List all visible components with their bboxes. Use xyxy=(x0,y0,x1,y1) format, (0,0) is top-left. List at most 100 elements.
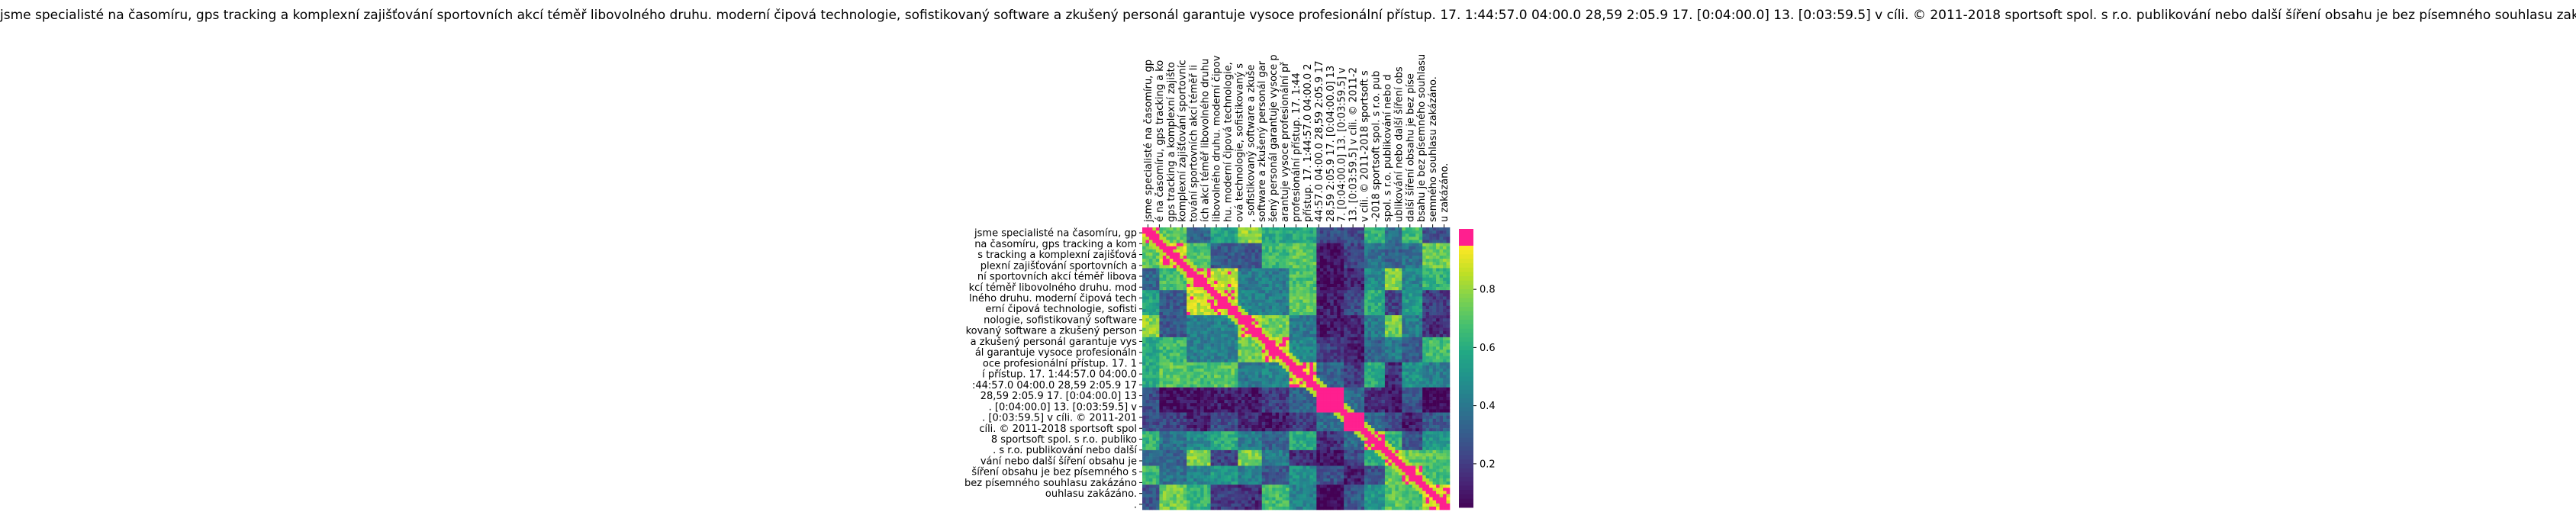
heatmap-cell xyxy=(1187,305,1190,310)
heatmap-cell xyxy=(1309,369,1314,372)
heatmap-cell xyxy=(1248,268,1252,272)
heatmap-cell xyxy=(1439,327,1444,331)
heatmap-cell xyxy=(1251,400,1256,404)
heatmap-cell xyxy=(1173,277,1177,282)
heatmap-cell xyxy=(1381,268,1386,272)
heatmap-cell xyxy=(1384,381,1389,385)
heatmap-cell xyxy=(1381,280,1386,285)
heatmap-cell xyxy=(1265,268,1269,272)
heatmap-cell xyxy=(1340,277,1344,282)
heatmap-cell xyxy=(1422,240,1426,243)
heatmap-cell xyxy=(1183,234,1187,237)
heatmap-cell xyxy=(1200,384,1204,388)
heatmap-cell xyxy=(1432,280,1437,285)
heatmap-cell xyxy=(1302,356,1307,359)
heatmap-cell xyxy=(1245,290,1249,294)
heatmap-cell xyxy=(1312,349,1317,353)
heatmap-cell xyxy=(1214,299,1218,303)
heatmap-cell xyxy=(1145,333,1150,338)
heatmap-cell xyxy=(1398,378,1402,382)
heatmap-cell xyxy=(1357,387,1361,391)
heatmap-cell xyxy=(1374,390,1379,395)
heatmap-cell xyxy=(1415,340,1419,344)
heatmap-cell xyxy=(1374,256,1379,259)
heatmap-cell xyxy=(1293,293,1296,297)
heatmap-cell xyxy=(1360,259,1365,262)
heatmap-cell xyxy=(1405,365,1409,369)
heatmap-cell xyxy=(1367,259,1372,262)
heatmap-cell xyxy=(1340,390,1344,395)
heatmap-cell xyxy=(1190,240,1194,243)
heatmap-cell xyxy=(1312,369,1317,372)
heatmap-cell xyxy=(1200,237,1204,240)
heatmap-cell xyxy=(1234,353,1238,356)
heatmap-cell xyxy=(1190,290,1194,294)
heatmap-cell xyxy=(1162,378,1167,382)
heatmap-cell xyxy=(1364,299,1368,303)
heatmap-cell xyxy=(1409,299,1413,303)
heatmap-cell xyxy=(1231,318,1235,322)
heatmap-cell xyxy=(1254,362,1259,366)
heatmap-cell xyxy=(1265,353,1269,356)
heatmap-cell xyxy=(1412,365,1416,369)
heatmap-cell xyxy=(1214,287,1218,291)
heatmap-cell xyxy=(1333,387,1338,391)
heatmap-cell xyxy=(1238,274,1242,279)
heatmap-cell xyxy=(1176,305,1180,310)
heatmap-cell xyxy=(1409,243,1413,246)
heatmap-cell xyxy=(1344,353,1348,356)
heatmap-cell xyxy=(1337,256,1341,259)
heatmap-cell xyxy=(1439,381,1444,385)
heatmap-cell xyxy=(1275,284,1280,288)
heatmap-cell xyxy=(1330,277,1335,282)
heatmap-cell xyxy=(1429,305,1433,310)
heatmap-cell xyxy=(1200,243,1204,246)
heatmap-cell xyxy=(1155,343,1160,347)
heatmap-cell xyxy=(1347,356,1351,359)
heatmap-cell xyxy=(1155,372,1160,375)
heatmap-cell xyxy=(1432,390,1437,395)
heatmap-cell xyxy=(1446,362,1451,366)
heatmap-cell xyxy=(1238,280,1242,285)
heatmap-cell xyxy=(1231,369,1235,372)
heatmap-cell xyxy=(1180,312,1184,316)
heatmap-cell xyxy=(1234,274,1238,279)
heatmap-cell xyxy=(1351,312,1354,316)
heatmap-cell xyxy=(1384,252,1389,256)
heatmap-cell xyxy=(1296,337,1300,341)
heatmap-cell xyxy=(1429,271,1433,275)
heatmap-cell xyxy=(1418,284,1423,288)
heatmap-cell xyxy=(1323,240,1328,243)
heatmap-cell xyxy=(1351,346,1354,350)
heatmap-cell xyxy=(1148,372,1153,375)
heatmap-cell xyxy=(1306,343,1310,347)
heatmap-cell xyxy=(1446,249,1451,253)
heatmap-cell xyxy=(1289,284,1293,288)
heatmap-cell xyxy=(1258,268,1263,272)
heatmap-cell xyxy=(1142,284,1146,288)
heatmap-cell xyxy=(1337,349,1341,353)
heatmap-cell xyxy=(1183,284,1187,288)
heatmap-cell xyxy=(1381,277,1386,282)
heatmap-cell xyxy=(1231,268,1235,272)
heatmap-cell xyxy=(1354,243,1358,246)
heatmap-cell xyxy=(1405,287,1409,291)
heatmap-cell xyxy=(1275,240,1280,243)
heatmap-cell xyxy=(1432,308,1437,313)
heatmap-cell xyxy=(1412,327,1416,331)
heatmap-cell xyxy=(1302,324,1307,328)
heatmap-cell xyxy=(1162,305,1167,310)
heatmap-cell xyxy=(1238,302,1242,307)
heatmap-cell xyxy=(1384,262,1389,266)
heatmap-area xyxy=(1142,227,1451,511)
heatmap-cell xyxy=(1159,393,1164,398)
heatmap-cell xyxy=(1306,299,1310,303)
heatmap-cell xyxy=(1142,259,1146,262)
heatmap-cell xyxy=(1245,353,1249,356)
heatmap-cell xyxy=(1190,346,1194,350)
heatmap-cell xyxy=(1402,318,1406,322)
heatmap-cell xyxy=(1241,277,1245,282)
heatmap-cell xyxy=(1159,353,1164,356)
heatmap-cell xyxy=(1203,359,1208,363)
heatmap-cell xyxy=(1200,381,1204,385)
